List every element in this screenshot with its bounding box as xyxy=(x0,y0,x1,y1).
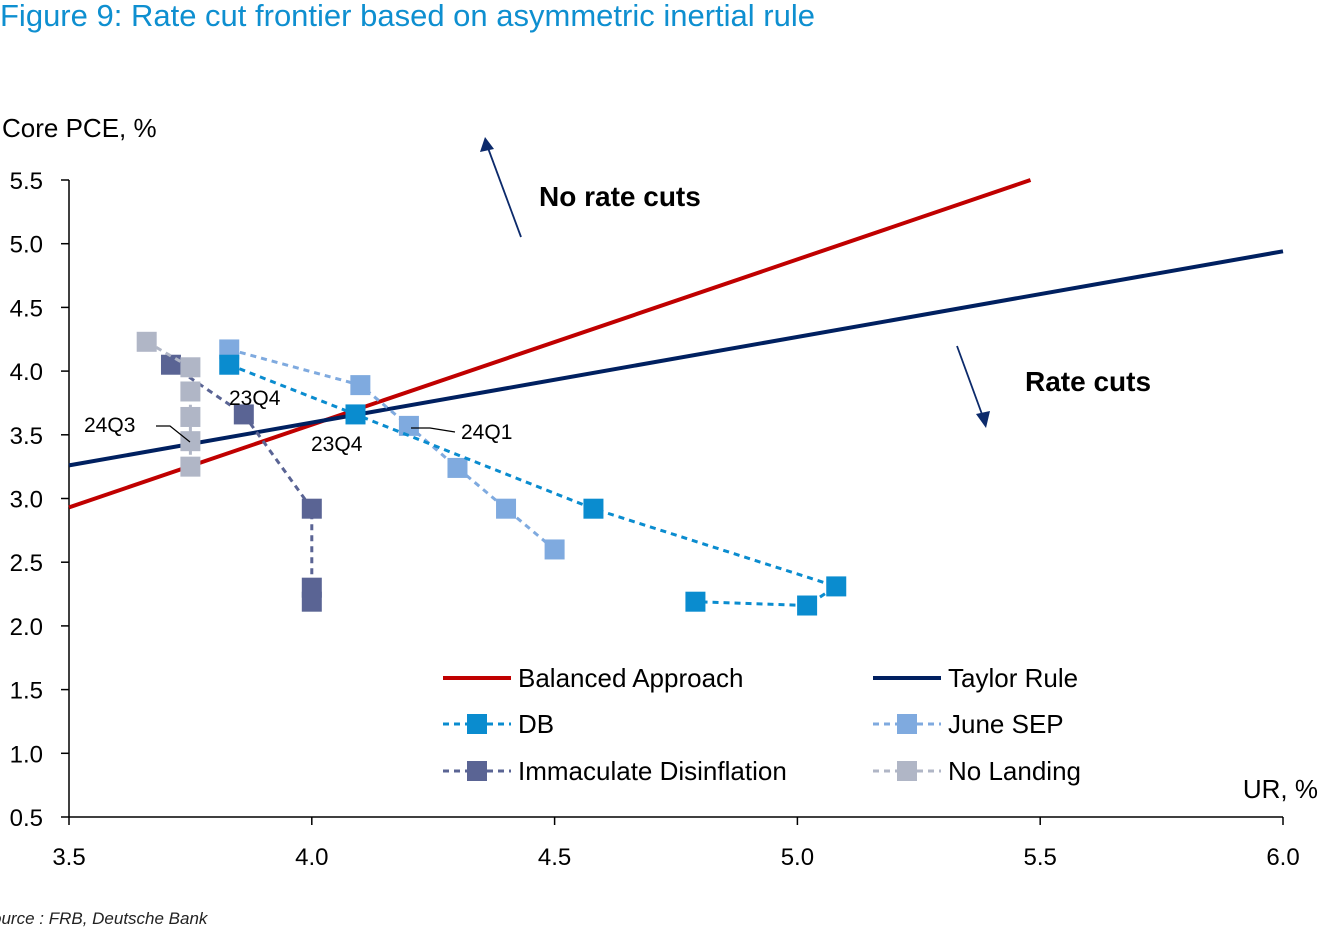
annotation-23q4-right: 23Q4 xyxy=(311,433,363,456)
y-tick-label: 2.5 xyxy=(10,550,43,577)
annotation-23q4-left: 23Q4 xyxy=(229,387,281,410)
data-point-immaculate-disinflation xyxy=(301,498,322,519)
legend-label-balanced-approach: Balanced Approach xyxy=(518,663,744,693)
data-point-no-landing xyxy=(180,357,201,378)
data-point-immaculate-disinflation xyxy=(160,354,181,375)
y-tick-label: 4.5 xyxy=(10,295,43,322)
y-tick-label: 1.5 xyxy=(10,678,43,705)
legend-label-db: DB xyxy=(518,709,554,739)
data-point-june-sep xyxy=(544,539,565,560)
data-point-db xyxy=(345,404,366,425)
x-tick-label: 6.0 xyxy=(1266,844,1299,871)
y-axis-title: Core PCE, % xyxy=(2,113,157,143)
arrow-up-shaft xyxy=(487,147,522,238)
legend-marker-june-sep xyxy=(897,714,917,734)
legend-marker-immaculate-disinflation xyxy=(467,761,487,781)
annotation-no-rate-cuts: No rate cuts xyxy=(539,181,701,212)
data-point-no-landing xyxy=(136,331,157,352)
legend-label-taylor-rule: Taylor Rule xyxy=(948,663,1078,693)
data-point-db xyxy=(685,591,706,612)
annotation-rate-cuts: Rate cuts xyxy=(1025,366,1151,397)
arrow-down-shaft xyxy=(956,345,984,418)
data-point-immaculate-disinflation xyxy=(301,591,322,612)
data-point-db xyxy=(219,354,240,375)
y-tick-label: 4.0 xyxy=(10,359,43,386)
x-axis-title: UR, % xyxy=(1243,774,1318,804)
leader-24q1 xyxy=(411,427,456,433)
data-point-db xyxy=(797,595,818,616)
legend-marker-no-landing xyxy=(897,761,917,781)
legend-label-no-landing: No Landing xyxy=(948,756,1081,786)
plot-area: 0.5 1.0 1.5 2.0 2.5 3.0 3.5 4.0 4.5 5.0 5.5 3.5 4.0 4… xyxy=(2,113,1318,871)
chart-title: Figure 9: Rate cut frontier based on asy… xyxy=(0,0,815,33)
data-point-immaculate-disinflation xyxy=(233,404,254,425)
data-point-no-landing xyxy=(180,431,201,452)
x-tick-label: 4.0 xyxy=(295,844,328,871)
data-point-june-sep xyxy=(219,339,240,360)
data-point-db xyxy=(583,498,604,519)
y-tick-label: 5.5 xyxy=(10,168,43,195)
y-tick-label: 2.0 xyxy=(10,614,43,641)
x-tick-label: 3.5 xyxy=(52,844,85,871)
arrow-down-head xyxy=(976,411,990,428)
x-tick-label: 4.5 xyxy=(538,844,571,871)
data-point-june-sep xyxy=(398,415,419,436)
y-tick-label: 5.0 xyxy=(10,232,43,259)
series-line-db xyxy=(228,363,838,607)
source-note: ource : FRB, Deutsche Bank xyxy=(0,909,208,928)
y-tick-label: 0.5 xyxy=(10,805,43,832)
y-tick-label: 3.5 xyxy=(10,423,43,450)
data-point-june-sep xyxy=(350,375,371,396)
legend-label-june-sep: June SEP xyxy=(948,709,1064,739)
x-tick-label: 5.5 xyxy=(1024,844,1057,871)
data-point-june-sep xyxy=(447,457,468,478)
annotation-24q3: 24Q3 xyxy=(84,414,135,437)
series-line-balanced-approach xyxy=(68,178,1032,510)
leader-24q3 xyxy=(156,425,191,443)
data-point-no-landing xyxy=(180,456,201,477)
y-tick-label: 3.0 xyxy=(10,487,43,514)
data-point-june-sep xyxy=(496,498,517,519)
annotation-24q1: 24Q1 xyxy=(461,421,512,444)
data-point-db xyxy=(826,576,847,597)
legend-marker-db xyxy=(467,714,487,734)
data-point-no-landing xyxy=(180,406,201,427)
data-point-no-landing xyxy=(180,381,201,402)
x-tick-label: 5.0 xyxy=(781,844,814,871)
series-line-taylor-rule xyxy=(68,249,1284,468)
legend-label-immaculate-disinflation: Immaculate Disinflation xyxy=(518,756,787,786)
arrow-up-head xyxy=(480,137,494,152)
y-tick-label: 1.0 xyxy=(10,741,43,768)
series-line-june-sep xyxy=(228,347,556,551)
